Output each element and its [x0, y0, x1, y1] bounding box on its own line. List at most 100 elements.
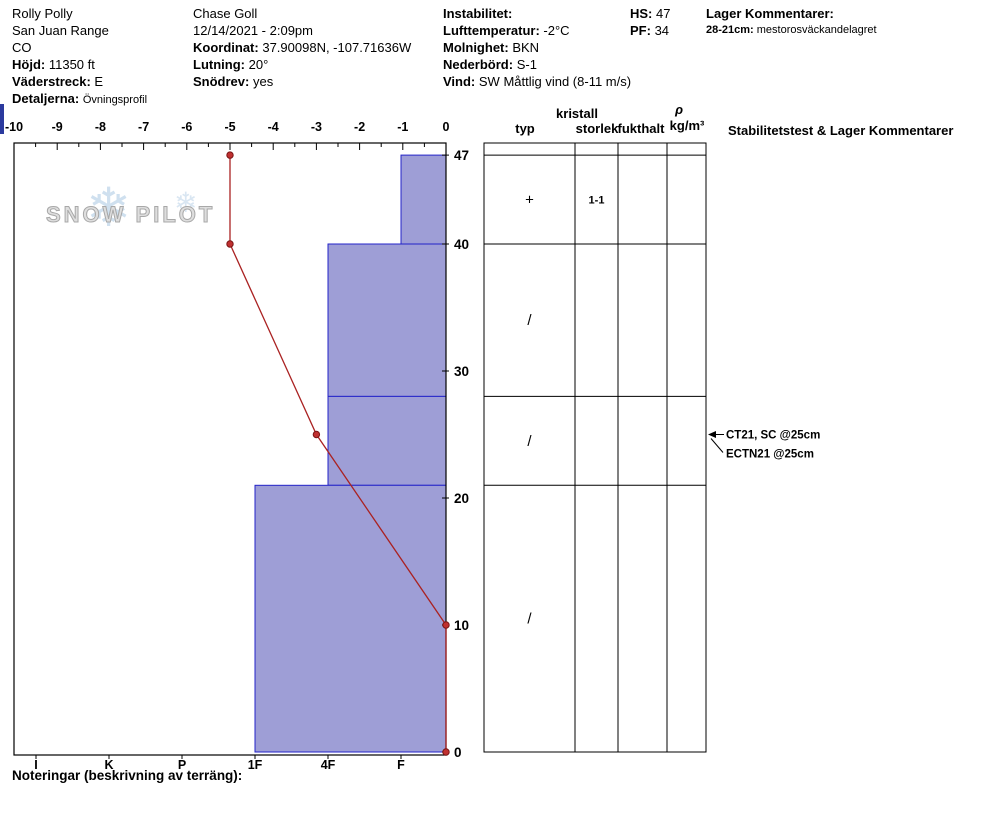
snowflake-icon: ❄ — [86, 178, 132, 238]
stability-annotation: CT21, SC @25cm — [726, 430, 820, 442]
grain-type-symbol: + — [525, 192, 534, 209]
elevation-row: Höjd: 11350 ft — [12, 56, 147, 73]
slope-label: Lutning: — [193, 57, 245, 72]
snow-layer-bar — [254, 484, 447, 753]
observer-name: Chase Goll — [193, 6, 258, 21]
hardness-tick-label: P — [178, 758, 186, 772]
temp-tick-label: -9 — [52, 120, 63, 134]
precip-label: Nederbörd: — [443, 57, 514, 72]
temp-tick-label: -4 — [268, 120, 279, 134]
hardness-tick-label: F — [397, 758, 405, 772]
temp-tick-label: -7 — [138, 120, 149, 134]
snowpilot-watermark: ❄ ❄ SNOW PILOT — [42, 178, 232, 242]
temp-tick-label: -6 — [181, 120, 192, 134]
grain-type-symbol: / — [527, 433, 532, 450]
sky-row: Molnighet: BKN — [443, 39, 631, 56]
col-header-rho: ρ — [675, 102, 683, 117]
stability-column-header: Stabilitetstest & Lager Kommentarer — [728, 123, 954, 138]
header-weather: Instabilitet: Lufttemperatur: -2°C Molni… — [443, 5, 631, 90]
grain-type-symbol: / — [527, 312, 532, 329]
temperature-point — [442, 748, 450, 756]
temp-tick-label: 0 — [443, 120, 450, 134]
temp-tick-label: -10 — [5, 120, 23, 134]
instability-label: Instabilitet: — [443, 6, 513, 21]
drifting-row: Snödrev: yes — [193, 73, 411, 90]
drifting-value: yes — [252, 74, 274, 89]
temp-tick-label: -1 — [397, 120, 408, 134]
col-header-storlek: storlek — [575, 121, 619, 136]
grain-table-border — [483, 142, 707, 753]
details-value: Övningsprofil — [82, 94, 148, 106]
hardness-tick-label: I — [34, 758, 37, 772]
depth-tick-label: 47 — [454, 148, 469, 163]
slope-row: Lutning: 20° — [193, 56, 411, 73]
header-observation: Chase Goll 12/14/2021 - 2:09pm Koordinat… — [193, 5, 411, 90]
sky-label: Molnighet: — [443, 40, 509, 55]
observation-datetime: 12/14/2021 - 2:09pm — [193, 23, 313, 38]
hs-row: HS: 47 — [630, 5, 670, 22]
col-header-kristall: kristall — [556, 106, 598, 121]
drifting-label: Snödrev: — [193, 74, 250, 89]
temp-tick-label: -2 — [354, 120, 365, 134]
pf-row: PF: 34 — [630, 22, 670, 39]
wind-value: SW Måttlig vind (8-11 m/s) — [478, 74, 632, 89]
depth-tick-label: 40 — [454, 237, 469, 252]
elevation-label: Höjd: — [12, 57, 46, 72]
details-row: Detaljerna: Övningsprofil — [12, 90, 147, 109]
layer-comments-label: Lager Kommentarer: — [706, 6, 834, 21]
temperature-point — [226, 151, 234, 159]
hardness-tick-label: 4F — [321, 758, 336, 772]
pf-label: PF: — [630, 23, 651, 38]
depth-tick-label: 20 — [454, 491, 469, 506]
hardness-tick-label: K — [104, 758, 113, 772]
instability-row: Instabilitet: — [443, 5, 631, 22]
depth-tick-label: 30 — [454, 364, 469, 379]
layer-comment-row: 28-21cm: mestorosväckandelagret — [706, 22, 877, 39]
snowflake-icon: ❄ — [174, 187, 198, 218]
airtemp-row: Lufttemperatur: -2°C — [443, 22, 631, 39]
annotation-arrowhead — [708, 431, 716, 438]
temperature-point — [226, 240, 234, 248]
temp-tick-label: -3 — [311, 120, 322, 134]
aspect-label: Väderstreck: — [12, 74, 91, 89]
temperature-point — [442, 621, 450, 629]
details-label: Detaljerna: — [12, 91, 80, 106]
precip-value: S-1 — [516, 57, 537, 72]
header-layer-comments: Lager Kommentarer: 28-21cm: mestorosväck… — [706, 5, 877, 39]
elevation-value: 11350 ft — [48, 57, 95, 72]
col-header-typ: typ — [515, 121, 535, 136]
coords-value: 37.90098N, -107.71636W — [262, 40, 412, 55]
wind-label: Vind: — [443, 74, 476, 89]
grain-type-symbol: / — [527, 611, 532, 628]
temp-tick-label: -5 — [224, 120, 235, 134]
header-totals: HS: 47 PF: 34 — [630, 5, 670, 39]
depth-tick-label: 0 — [454, 745, 462, 760]
site-name: Rolly Polly — [12, 6, 73, 21]
layer-comment-text: mestorosväckandelagret — [756, 24, 877, 36]
airtemp-label: Lufttemperatur: — [443, 23, 540, 38]
temperature-point — [312, 430, 321, 439]
grain-size-value: 1-1 — [589, 195, 605, 207]
range-name: San Juan Range — [12, 23, 109, 38]
state-name: CO — [12, 40, 32, 55]
col-header-fukthalt: fukthalt — [617, 121, 665, 136]
annotation-pointer-line — [710, 438, 724, 453]
aspect-value: E — [94, 74, 104, 89]
stability-annotation: ECTN21 @25cm — [726, 449, 814, 461]
coords-row: Koordinat: 37.90098N, -107.71636W — [193, 39, 411, 56]
temp-tick-label: -8 — [95, 120, 106, 134]
snow-layer-bar — [327, 243, 447, 397]
col-header-rho-unit: kg/m³ — [669, 118, 705, 133]
depth-tick-label: 10 — [454, 618, 469, 633]
snow-layer-bar — [400, 154, 447, 245]
wind-row: Vind: SW Måttlig vind (8-11 m/s) — [443, 73, 631, 90]
precip-row: Nederbörd: S-1 — [443, 56, 631, 73]
slope-value: 20° — [248, 57, 269, 72]
hs-label: HS: — [630, 6, 653, 21]
watermark-text: SNOW PILOT — [45, 202, 216, 228]
coords-label: Koordinat: — [193, 40, 259, 55]
airtemp-value: -2°C — [543, 23, 570, 38]
left-edge-mark — [0, 104, 4, 134]
hardness-tick-label: 1F — [248, 758, 263, 772]
